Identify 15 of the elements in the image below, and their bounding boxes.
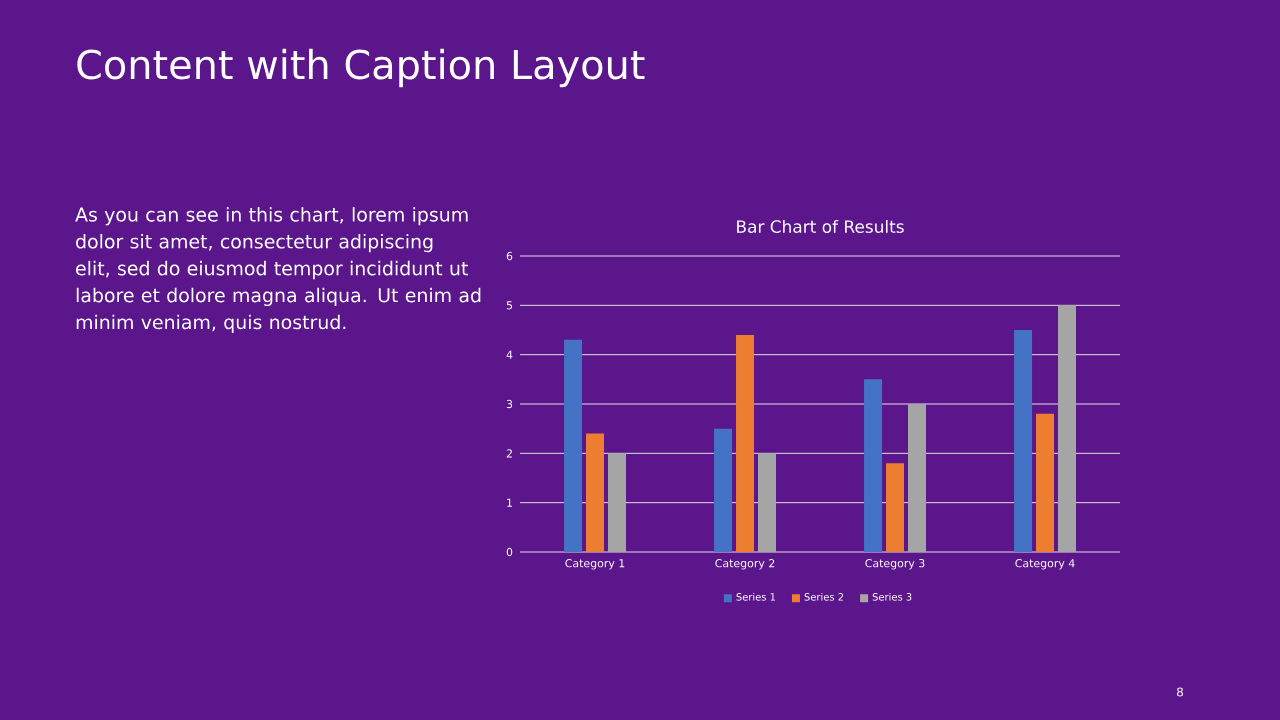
- chart-title: Content with Caption Layout: [77, 48, 645, 88]
- bar: [1036, 413, 1055, 552]
- bar: [864, 379, 883, 552]
- bar: [1014, 330, 1033, 552]
- bar: [886, 463, 905, 552]
- bar: [714, 428, 733, 552]
- bar: [1058, 305, 1076, 552]
- bar: [736, 334, 755, 552]
- bar: [908, 404, 926, 552]
- chart-subtitle: Bar Chart of Results: [737, 219, 904, 234]
- bar: [758, 453, 776, 552]
- text: As you can see in this chart, lorem ipsum dolor sit amet, consectetur adipiscing elit, sed do eiusmod tempor incididunt ut labore et dolore magna aliqua. Ut enim ad minim veniam, quis nostrud.: [75, 207, 481, 333]
- bar: [564, 339, 583, 552]
- bar: [586, 433, 605, 552]
- bar: [608, 453, 626, 552]
